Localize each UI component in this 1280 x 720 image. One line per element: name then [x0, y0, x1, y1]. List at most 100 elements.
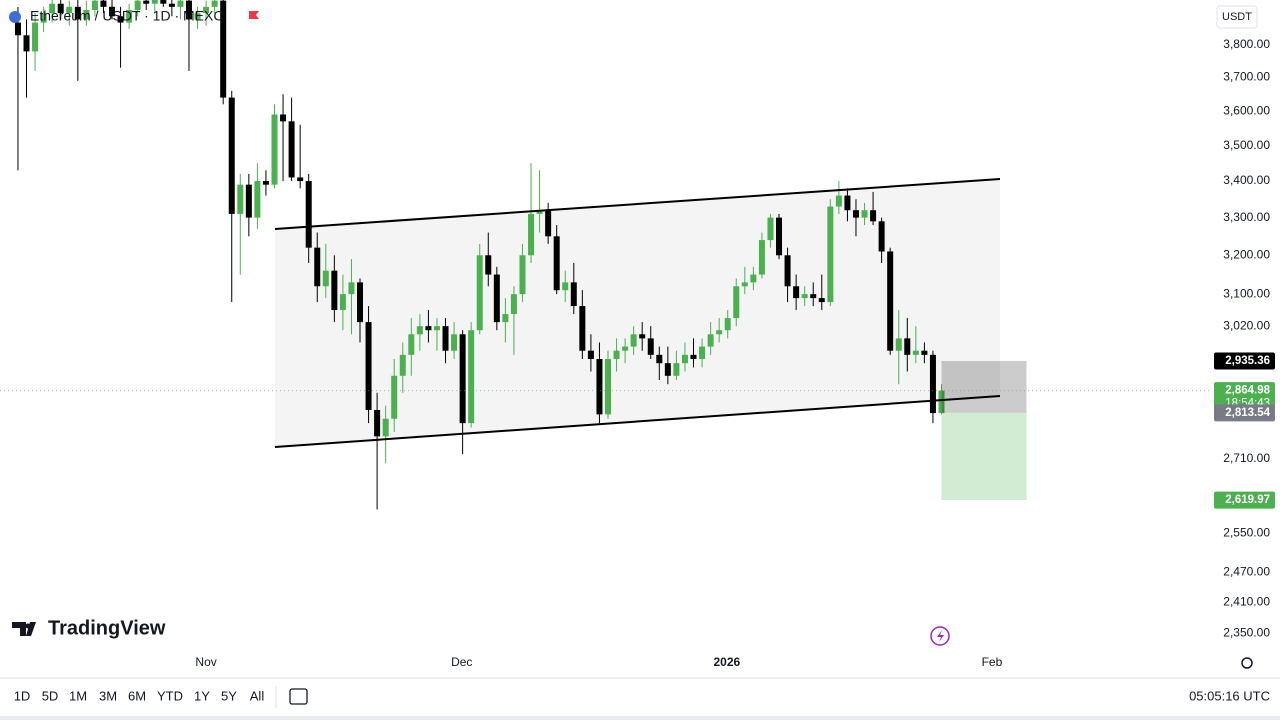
y-tick-label: 2,410.00 — [1223, 595, 1270, 609]
candle-body — [639, 334, 646, 339]
y-tick-label: 3,300.00 — [1223, 210, 1270, 224]
candle-body — [254, 181, 261, 218]
bottom-bar — [0, 716, 1280, 720]
candle-body — [348, 282, 355, 295]
candle-body — [160, 0, 167, 4]
candle-body — [83, 9, 90, 20]
candle-body — [91, 0, 98, 10]
range-button[interactable]: 3M — [99, 688, 117, 703]
candle-body — [23, 35, 30, 52]
candle-body — [861, 210, 868, 218]
candle-body — [49, 3, 56, 14]
candle-body — [528, 213, 535, 256]
candle-body — [887, 251, 894, 351]
currency[interactable]: USDT — [1222, 11, 1252, 23]
y-tick-label: 3,020.00 — [1223, 318, 1270, 332]
candle-body — [733, 286, 740, 319]
channel-fill — [275, 179, 1000, 447]
candle-body — [331, 270, 338, 311]
price-label-box — [1214, 404, 1275, 422]
y-tick-label: 2,710.00 — [1223, 451, 1270, 465]
candle-body — [143, 0, 150, 4]
logo-text: TradingView — [48, 617, 166, 639]
y-tick-label: 3,400.00 — [1223, 173, 1270, 187]
candle-body — [40, 13, 47, 23]
x-tick-label: Feb — [982, 655, 1003, 669]
candle-body — [587, 350, 594, 360]
candle-body — [519, 255, 526, 295]
candle-body — [613, 350, 620, 360]
candle-body — [74, 6, 81, 20]
candle-body — [553, 236, 560, 291]
candle-body — [758, 240, 765, 275]
price-label: 2,813.54 — [1225, 407, 1270, 419]
range-button[interactable]: YTD — [157, 688, 183, 703]
x-tick-label: Nov — [195, 655, 216, 669]
y-tick-label: 3,800.00 — [1223, 37, 1270, 51]
x-tick-label: Dec — [451, 655, 472, 669]
candle-body — [66, 6, 73, 14]
candle-body — [425, 326, 432, 331]
channel-upper — [274, 178, 1001, 230]
candle-body — [493, 274, 500, 323]
candle-body — [895, 338, 902, 351]
candle-body — [391, 375, 398, 419]
candle-body — [14, 22, 21, 36]
candle-body — [664, 363, 671, 376]
range-button[interactable]: 5D — [42, 688, 59, 703]
range-button[interactable]: 1Y — [194, 688, 210, 703]
candle-body — [476, 255, 483, 331]
candle-body — [801, 294, 808, 299]
date-range-icon[interactable] — [289, 688, 308, 705]
y-tick-label: 3,500.00 — [1223, 138, 1270, 152]
candle-body — [126, 9, 133, 23]
candle-body — [810, 294, 817, 299]
x-tick-label: 2026 — [714, 655, 741, 669]
candle-body — [262, 181, 269, 185]
candle-body — [203, 6, 210, 14]
candle-body — [194, 13, 201, 20]
candle-body — [724, 318, 731, 331]
candle-body — [322, 270, 329, 287]
candle-body — [690, 354, 697, 360]
range-button[interactable]: 5Y — [221, 688, 237, 703]
candle-body — [776, 217, 783, 256]
clock: 05:05:16 UTC — [1189, 688, 1270, 703]
candle-body — [185, 0, 192, 20]
candle-body — [656, 354, 663, 364]
y-tick-label: 3,200.00 — [1223, 247, 1270, 261]
candle-body — [793, 286, 800, 299]
candle-body — [647, 338, 654, 355]
flag-icon — [249, 11, 259, 19]
candle-body — [280, 114, 287, 122]
candle-body — [339, 294, 346, 311]
candle-body — [741, 282, 748, 287]
range-button[interactable]: All — [250, 688, 265, 703]
candle-body — [374, 410, 381, 437]
currency-box[interactable] — [1216, 5, 1258, 29]
candle-body — [237, 184, 244, 214]
candle-body — [245, 184, 252, 218]
price-label: 2,935.36 — [1225, 355, 1270, 367]
candle-body — [382, 418, 389, 437]
range-button[interactable]: 1D — [14, 688, 31, 703]
candle-body — [852, 210, 859, 218]
candle-body — [357, 282, 364, 323]
candle-body — [408, 334, 415, 355]
candle-body — [912, 350, 919, 355]
range-button[interactable]: 6M — [128, 688, 146, 703]
candle-body — [878, 221, 885, 252]
symbol-title: Ethereum / USDT · 1D · MEXC — [30, 8, 223, 24]
settings-icon[interactable] — [1241, 657, 1253, 669]
range-button[interactable]: 1M — [69, 688, 87, 703]
events-icon[interactable] — [930, 626, 950, 646]
candle-body — [32, 22, 39, 52]
candle-body — [271, 114, 278, 185]
y-tick-label: 2,350.00 — [1223, 625, 1270, 639]
candle-body — [929, 354, 936, 414]
target-zone — [941, 412, 1027, 501]
candle-body — [579, 306, 586, 351]
candle-body — [716, 330, 723, 335]
candle-body — [433, 326, 440, 331]
candle-body — [699, 346, 706, 360]
